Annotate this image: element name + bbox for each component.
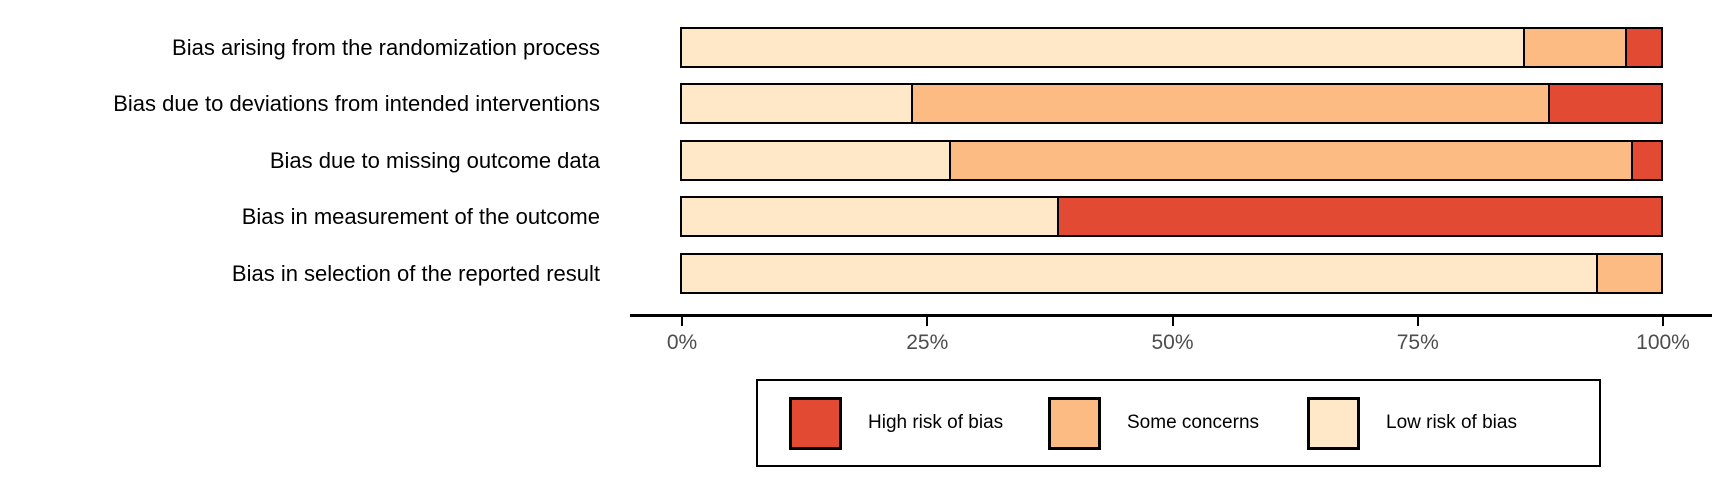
stacked-bar xyxy=(680,140,1663,181)
bar-segment-high-risk-of-bias xyxy=(1056,198,1661,235)
bar-segment-low-risk-of-bias xyxy=(682,142,950,179)
category-label: Bias due to deviations from intended int… xyxy=(113,90,600,116)
legend-item: Some concerns xyxy=(1048,381,1259,465)
x-axis-line xyxy=(630,314,1712,317)
bar-segment-low-risk-of-bias xyxy=(682,85,912,122)
x-axis-tick xyxy=(1662,317,1664,326)
bar-segment-some-concerns xyxy=(1596,255,1661,292)
bar-segment-high-risk-of-bias xyxy=(1624,29,1661,66)
category-label: Bias arising from the randomization proc… xyxy=(172,34,600,60)
x-axis-tick-label: 100% xyxy=(1636,331,1690,354)
legend-box: High risk of bias Some concerns Low risk o… xyxy=(756,379,1601,467)
stacked-bar xyxy=(680,27,1663,68)
bar-segment-some-concerns xyxy=(911,85,1549,122)
stacked-bar xyxy=(680,196,1663,237)
category-label: Bias in measurement of the outcome xyxy=(241,203,600,229)
x-axis-tick-label: 0% xyxy=(666,331,698,354)
bar-segment-low-risk-of-bias xyxy=(682,198,1057,235)
stacked-bar xyxy=(680,83,1663,124)
x-axis-tick xyxy=(1416,317,1419,326)
legend-swatch-icon xyxy=(1048,396,1101,450)
x-axis-tick xyxy=(1171,317,1174,326)
legend-label: Low risk of bias xyxy=(1386,412,1517,433)
legend-item: High risk of bias xyxy=(789,381,1003,465)
category-label: Bias in selection of the reported result xyxy=(231,260,600,286)
x-axis-tick-label: 50% xyxy=(1151,331,1194,354)
legend-swatch-icon xyxy=(1307,396,1360,450)
legend-label: High risk of bias xyxy=(868,412,1004,433)
bar-segment-some-concerns xyxy=(949,142,1631,179)
bar-segment-some-concerns xyxy=(1522,29,1625,66)
legend-swatch-icon xyxy=(789,396,842,450)
x-axis-tick xyxy=(926,317,929,326)
legend-label: Some concerns xyxy=(1127,412,1260,433)
bar-segment-low-risk-of-bias xyxy=(682,29,1523,66)
x-axis-tick-label: 25% xyxy=(906,331,949,354)
bar-segment-high-risk-of-bias xyxy=(1630,142,1661,179)
bar-segment-low-risk-of-bias xyxy=(682,255,1597,292)
legend-item: Low risk of bias xyxy=(1307,381,1517,465)
stacked-bar xyxy=(680,253,1663,294)
bar-segment-high-risk-of-bias xyxy=(1548,85,1661,122)
category-label: Bias due to missing outcome data xyxy=(269,147,600,173)
x-axis-tick-label: 75% xyxy=(1396,331,1439,354)
x-axis-tick xyxy=(681,317,683,326)
